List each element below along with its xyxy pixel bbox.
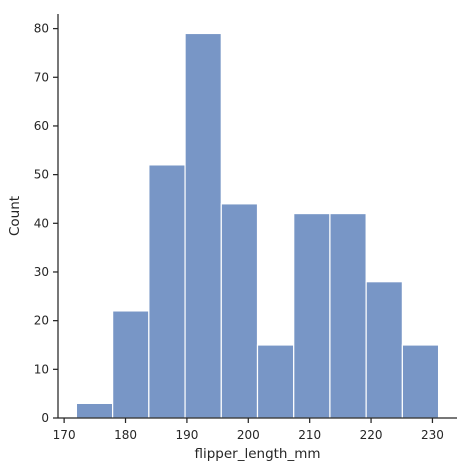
x-tick-label: 210 <box>298 428 321 442</box>
y-tick-label: 50 <box>34 168 49 182</box>
x-tick-label: 190 <box>175 428 198 442</box>
x-tick-label: 200 <box>237 428 260 442</box>
histogram-bar <box>184 32 222 419</box>
x-tick-label: 180 <box>114 428 137 442</box>
y-tick-label: 0 <box>41 411 49 425</box>
y-tick-label: 30 <box>34 265 49 279</box>
x-axis-label: flipper_length_mm <box>194 446 320 462</box>
histogram-bar <box>401 344 440 419</box>
y-tick-label: 70 <box>34 70 49 84</box>
y-tick-label: 10 <box>34 362 49 376</box>
y-axis-label: Count <box>7 196 23 236</box>
x-ticks-group: 170 180 190 200 210 220 230 <box>53 418 444 442</box>
histogram-bar <box>365 281 403 419</box>
y-ticks-group: 0 10 20 30 40 50 60 70 80 <box>34 22 58 425</box>
histogram-bar <box>220 203 259 419</box>
histogram-bar <box>293 212 331 419</box>
x-tick-label: 230 <box>421 428 444 442</box>
y-tick-label: 40 <box>34 216 49 230</box>
histogram-bar <box>148 164 186 419</box>
histogram-bar <box>112 310 150 419</box>
y-tick-label: 60 <box>34 119 49 133</box>
y-tick-label: 20 <box>34 314 49 328</box>
histogram-bar <box>329 212 367 419</box>
y-tick-label: 80 <box>34 22 49 36</box>
histogram-bar <box>75 402 114 419</box>
histogram-bar <box>256 344 295 419</box>
x-tick-label: 220 <box>360 428 383 442</box>
x-tick-label: 170 <box>53 428 76 442</box>
bars-group <box>75 32 440 419</box>
